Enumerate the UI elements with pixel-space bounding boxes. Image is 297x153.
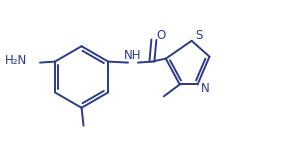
Text: NH: NH bbox=[124, 49, 142, 62]
Text: N: N bbox=[201, 82, 210, 95]
Text: S: S bbox=[195, 29, 202, 42]
Text: O: O bbox=[156, 29, 165, 42]
Text: H₂N: H₂N bbox=[5, 54, 27, 67]
